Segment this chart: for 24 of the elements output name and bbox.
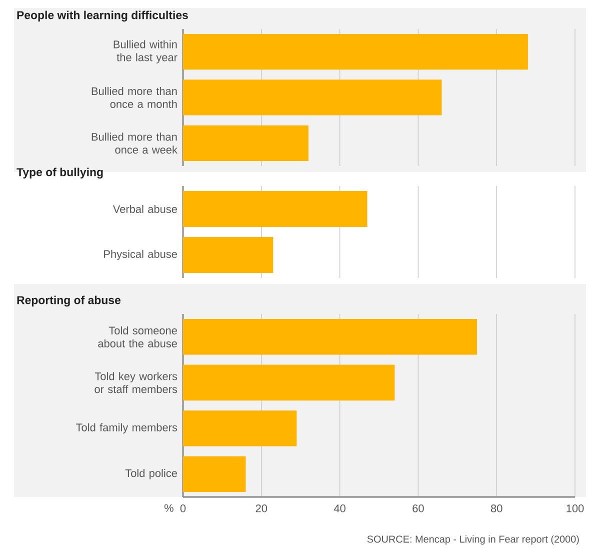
bar — [183, 364, 395, 400]
x-tick-label: 40 — [334, 504, 346, 512]
y-tick-label: Bullied more than once a week — [92, 132, 178, 154]
x-tick-label: 60 — [412, 504, 424, 512]
bar — [183, 456, 246, 492]
bar — [183, 410, 297, 446]
y-tick-label: Bullied within the last year — [114, 40, 178, 64]
y-tick-label: Verbal abuse — [112, 204, 177, 214]
y-tick-label: Told police — [125, 469, 177, 480]
text: Type of bullying — [16, 168, 103, 178]
x-axis-title: % — [164, 504, 174, 512]
y-tick-label: Told key workers or staff members — [94, 372, 178, 394]
x-tick-label: 20 — [256, 504, 268, 512]
y-tick-label: Told someone about the abuse — [98, 326, 177, 348]
bar — [183, 319, 478, 355]
source-note: SOURCE: Mencap - Living in Fear report (2000) — [367, 535, 579, 545]
x-tick-label: 0 — [180, 504, 186, 512]
y-tick-label: Physical abuse — [104, 250, 177, 260]
y-tick-label: Told family members — [76, 423, 178, 434]
y-tick-label: Bullied more than once a month — [92, 87, 177, 108]
text: Reporting of abuse — [17, 296, 121, 306]
x-tick-label: 100 — [566, 504, 584, 512]
x-tick-label: 80 — [490, 504, 502, 512]
chart-title: People with learning difficulties — [17, 10, 188, 22]
